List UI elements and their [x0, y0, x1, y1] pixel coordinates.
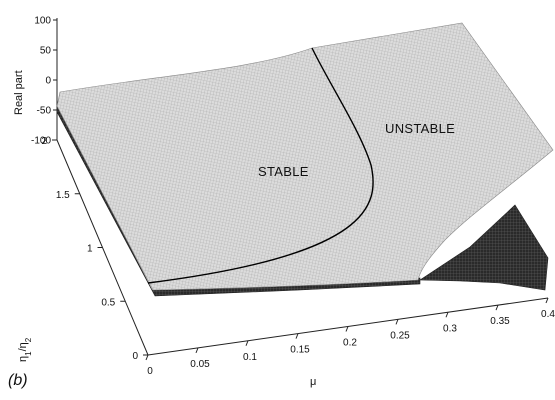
x-tick-mark: [545, 297, 549, 304]
z-tick-labels: 100 50 0 -50 -100: [31, 16, 57, 147]
x-tick-mark: [145, 354, 149, 361]
z-tick: 100: [34, 16, 51, 27]
x-tick: 0.05: [190, 359, 210, 370]
y-tick: 1: [87, 244, 93, 255]
x-tick-mark: [195, 347, 199, 354]
x-tick: 0.3: [443, 323, 457, 334]
y-axis-label-base: η: [17, 356, 29, 362]
x-tick-mark: [295, 333, 299, 339]
x-tick-mark: [245, 340, 249, 346]
y-axis-label: η1/η2: [17, 337, 33, 362]
x-tick: 0.4: [541, 309, 555, 320]
z-tick: 0: [45, 76, 51, 87]
z-tick: 50: [40, 46, 52, 57]
x-tick: 0: [147, 366, 153, 377]
x-tick: 0.25: [390, 330, 410, 341]
x-tick-mark: [445, 312, 449, 318]
y-tick: 1.5: [56, 190, 70, 201]
z-tick: -50: [37, 106, 52, 117]
unstable-region-label: UNSTABLE: [385, 121, 455, 136]
y-tick: 0.5: [101, 297, 115, 308]
x-tick: 0.1: [243, 352, 257, 363]
y-tick: 2: [41, 136, 47, 147]
x-axis-label: μ: [310, 376, 316, 388]
y-axis-label-mid: /η: [17, 342, 29, 351]
z-tick: -100: [31, 136, 51, 147]
x-tick-mark: [345, 326, 349, 332]
surface-underside-right: [419, 204, 549, 291]
x-tick-mark: [495, 304, 499, 311]
stability-boundary-curve: [147, 47, 374, 284]
panel-label: (b): [8, 372, 28, 389]
x-tick-mark: [395, 319, 399, 325]
y-tick-labels: 0 0.5 1 1.5 2: [41, 136, 148, 362]
x-tick: 0.2: [343, 338, 357, 349]
x-tick: 0.15: [290, 345, 310, 356]
stable-region-label: STABLE: [258, 164, 309, 179]
z-axis-label: Real part: [13, 70, 25, 115]
x-tick: 0.35: [490, 316, 510, 327]
surface-top: [56, 22, 554, 291]
y-axis-label-sub1: 1: [24, 351, 33, 356]
y-axis-label-sub2: 2: [24, 337, 33, 342]
y-tick: 0: [132, 351, 138, 362]
x-tick-labels: 0 0.05 0.1 0.15 0.2 0.25 0.3 0.35 0.4: [145, 297, 555, 377]
